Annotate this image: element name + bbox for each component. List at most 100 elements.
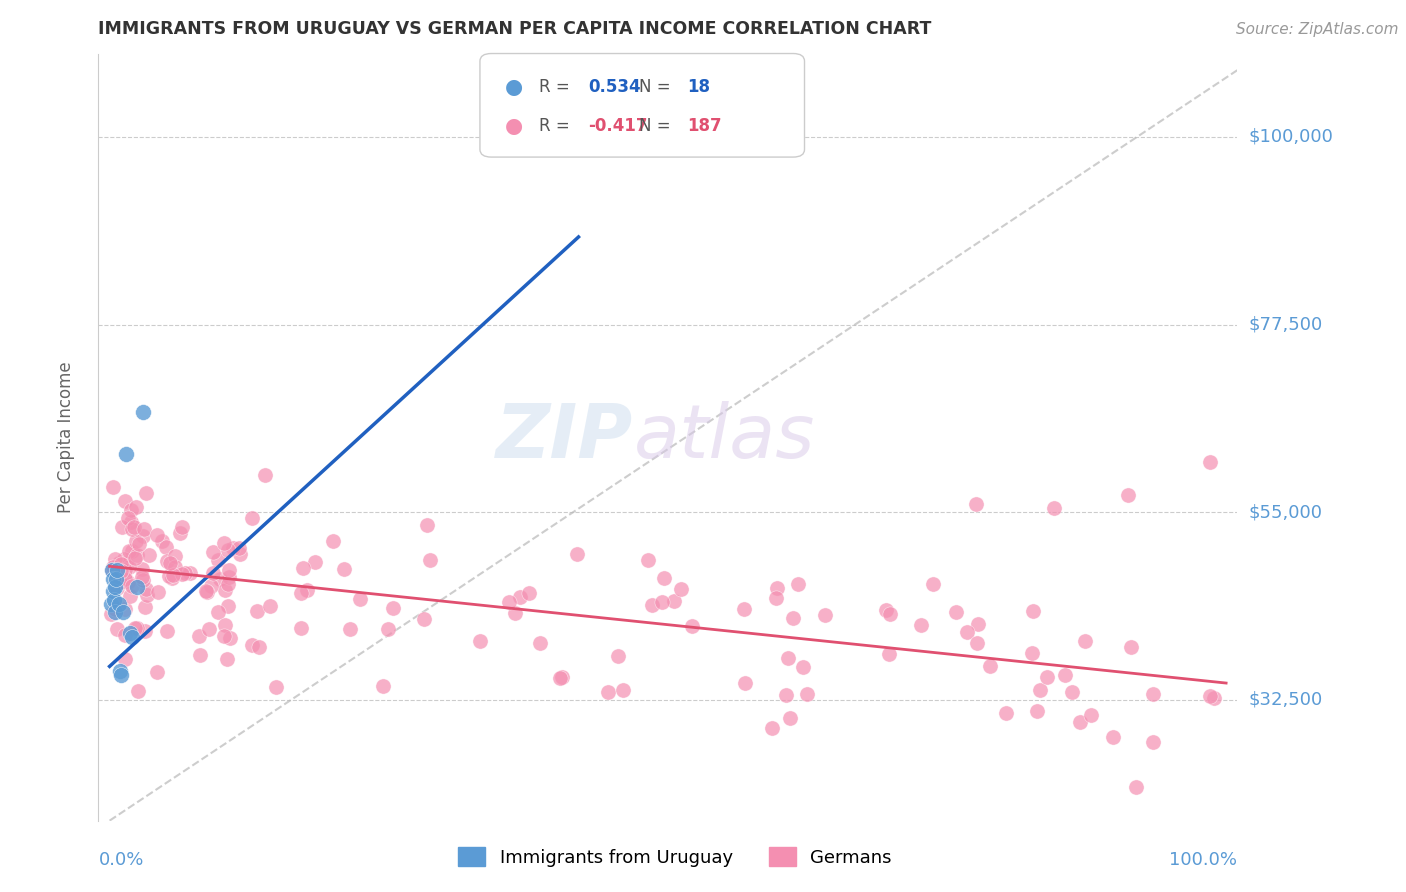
Point bbox=[114, 570, 136, 584]
Point bbox=[118, 544, 141, 558]
Point bbox=[787, 576, 810, 591]
Point bbox=[468, 634, 491, 648]
Point bbox=[669, 582, 692, 596]
Point bbox=[105, 572, 128, 586]
Point bbox=[103, 592, 125, 607]
Point bbox=[195, 584, 218, 599]
Point bbox=[121, 544, 143, 558]
Point bbox=[118, 589, 141, 603]
Point bbox=[127, 580, 149, 594]
Point bbox=[782, 610, 804, 624]
Point bbox=[416, 518, 439, 533]
Point bbox=[100, 607, 122, 621]
Text: N =: N = bbox=[640, 118, 676, 136]
Text: IMMIGRANTS FROM URUGUAY VS GERMAN PER CAPITA INCOME CORRELATION CHART: IMMIGRANTS FROM URUGUAY VS GERMAN PER CA… bbox=[98, 21, 932, 38]
Point bbox=[110, 565, 132, 579]
Point bbox=[148, 585, 170, 599]
Legend: Immigrants from Uruguay, Germans: Immigrants from Uruguay, Germans bbox=[451, 840, 898, 874]
Point bbox=[766, 581, 789, 595]
Point bbox=[290, 586, 312, 600]
Point bbox=[105, 581, 128, 595]
Point bbox=[165, 549, 187, 563]
Point bbox=[1021, 647, 1043, 661]
Point bbox=[108, 556, 131, 570]
Point bbox=[965, 497, 987, 511]
Point bbox=[105, 622, 128, 636]
Point bbox=[240, 511, 263, 525]
Point bbox=[681, 619, 703, 633]
Point bbox=[259, 599, 281, 613]
Text: ZIP: ZIP bbox=[496, 401, 634, 474]
Point bbox=[127, 621, 149, 635]
Point bbox=[966, 636, 988, 650]
Point bbox=[134, 600, 156, 615]
Point bbox=[107, 597, 129, 611]
Text: $100,000: $100,000 bbox=[1249, 128, 1333, 146]
Text: ●: ● bbox=[505, 116, 523, 136]
Point bbox=[136, 588, 159, 602]
Point bbox=[1074, 634, 1097, 648]
Text: R =: R = bbox=[538, 118, 575, 136]
Point bbox=[201, 545, 224, 559]
Point bbox=[995, 706, 1018, 721]
Point bbox=[945, 605, 967, 619]
Point bbox=[879, 648, 901, 662]
Point bbox=[1029, 683, 1052, 698]
Point bbox=[529, 635, 551, 649]
Point bbox=[1198, 455, 1220, 469]
Point bbox=[214, 618, 236, 632]
Point bbox=[107, 562, 129, 576]
Y-axis label: Per Capita Income: Per Capita Income bbox=[56, 361, 75, 513]
Point bbox=[292, 561, 315, 575]
Point bbox=[1060, 685, 1083, 699]
Point bbox=[115, 447, 138, 461]
Point bbox=[104, 605, 127, 619]
Point bbox=[152, 534, 174, 549]
Point bbox=[101, 564, 124, 578]
Point bbox=[1043, 500, 1066, 515]
Point bbox=[339, 622, 361, 636]
Point bbox=[217, 577, 239, 591]
Point bbox=[775, 689, 797, 703]
Point bbox=[108, 664, 131, 678]
Point bbox=[101, 584, 124, 599]
Point bbox=[498, 595, 520, 609]
Point bbox=[114, 652, 136, 666]
Point bbox=[214, 583, 236, 598]
Point bbox=[637, 553, 659, 567]
Point bbox=[195, 585, 218, 599]
Text: -0.417: -0.417 bbox=[588, 118, 648, 136]
Point bbox=[101, 563, 124, 577]
Point bbox=[1025, 705, 1047, 719]
Point bbox=[290, 621, 312, 635]
Point bbox=[169, 525, 191, 540]
Point bbox=[114, 628, 136, 642]
Point bbox=[108, 575, 131, 590]
Point bbox=[132, 529, 155, 543]
Point bbox=[163, 559, 186, 574]
Point bbox=[222, 541, 245, 555]
Point bbox=[121, 630, 143, 644]
Point bbox=[200, 579, 222, 593]
Point bbox=[128, 537, 150, 551]
Point bbox=[875, 603, 897, 617]
Point bbox=[160, 571, 183, 585]
Point bbox=[765, 591, 787, 606]
Point bbox=[132, 574, 155, 588]
Point bbox=[170, 566, 193, 581]
Point bbox=[612, 682, 634, 697]
Point bbox=[114, 572, 136, 586]
Point bbox=[792, 660, 814, 674]
Point bbox=[145, 528, 167, 542]
Point bbox=[419, 553, 441, 567]
Point bbox=[651, 595, 673, 609]
Point bbox=[188, 629, 211, 643]
Point bbox=[132, 405, 155, 419]
Point bbox=[967, 617, 990, 632]
Point bbox=[114, 556, 136, 570]
Point bbox=[662, 594, 685, 608]
Point bbox=[1035, 670, 1057, 684]
Point bbox=[114, 563, 136, 577]
Point bbox=[371, 679, 394, 693]
Point bbox=[266, 680, 288, 694]
